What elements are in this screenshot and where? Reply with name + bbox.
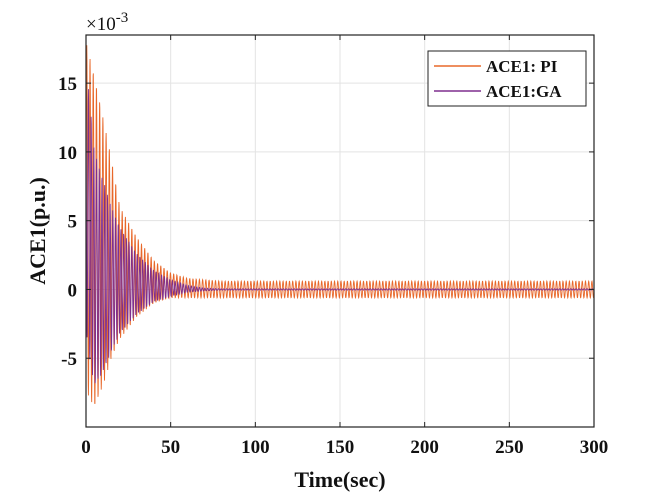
x-axis-title: Time(sec)	[294, 467, 385, 492]
x-tick-label: 150	[326, 437, 355, 458]
x-tick-label: 0	[81, 437, 91, 458]
y-multiplier-base: ×10	[86, 14, 116, 35]
y-tick-label: 10	[58, 143, 77, 164]
x-tick-label: 250	[495, 437, 524, 458]
x-tick-label: 300	[580, 437, 609, 458]
series-layer	[85, 45, 595, 404]
y-tick-label: 5	[68, 212, 78, 233]
y-tick-label: -5	[61, 349, 77, 370]
x-tick-label: 50	[161, 437, 180, 458]
legend: ACE1: PI ACE1:GA	[427, 50, 587, 107]
legend-label-ga: ACE1:GA	[486, 82, 562, 101]
y-tick-label: 0	[68, 280, 78, 301]
x-tick-label: 200	[410, 437, 439, 458]
legend-box	[427, 50, 587, 107]
series-line-pi	[85, 45, 595, 404]
axis-ticks: 0 50 100 150 200 250 300 -5 0 5 10 15	[58, 35, 608, 458]
y-multiplier-exponent: -3	[116, 10, 129, 26]
x-tick-label: 100	[241, 437, 270, 458]
y-multiplier: ×10-3	[86, 10, 128, 35]
series-line-ga	[85, 89, 594, 384]
y-axis-title: ACE1(p.u.)	[25, 177, 50, 285]
legend-label-pi: ACE1: PI	[486, 57, 558, 76]
y-tick-label: 15	[58, 74, 77, 95]
